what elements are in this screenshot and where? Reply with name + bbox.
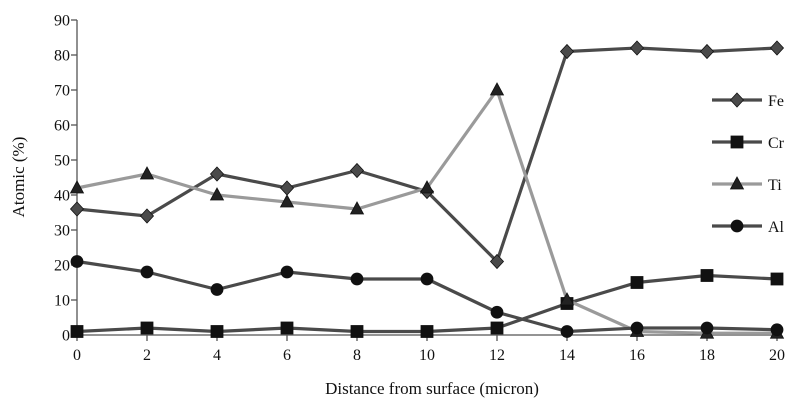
point-cr	[630, 276, 644, 289]
y-tick-label: 70	[54, 83, 70, 100]
legend-marker-fe	[729, 92, 745, 108]
legend-label-cr: Cr	[768, 135, 785, 152]
x-axis-title: Distance from surface (micron)	[325, 379, 539, 398]
point-cr	[70, 325, 84, 338]
point-fe	[699, 43, 715, 60]
y-tick-label: 60	[54, 118, 70, 135]
point-fe	[769, 40, 785, 56]
point-ti	[559, 292, 575, 306]
y-tick-label: 30	[54, 223, 70, 240]
legend-label-al: Al	[768, 219, 785, 236]
y-tick-label: 90	[54, 13, 70, 30]
y-axis-title: Atomic (%)	[9, 137, 28, 218]
legend-label-ti: Ti	[768, 177, 782, 194]
point-cr	[140, 321, 154, 335]
point-al	[770, 323, 784, 337]
point-fe	[139, 208, 155, 224]
x-tick-label: 6	[283, 347, 291, 364]
point-fe	[279, 180, 295, 196]
point-cr	[280, 321, 294, 335]
point-cr	[490, 321, 504, 335]
x-tick-label: 12	[489, 347, 505, 364]
axes: 0 10 20 30 40 50 60 70 80 90 0 2 4 6 8 10 12 14 16 18 20	[54, 13, 785, 365]
x-tick-label: 16	[629, 347, 645, 364]
point-ti	[139, 166, 155, 180]
y-tick-label: 0	[62, 328, 70, 345]
point-fe	[69, 201, 85, 217]
series-line-fe	[76, 46, 778, 264]
point-al	[210, 283, 224, 296]
point-al	[280, 265, 294, 279]
x-tick-label: 0	[73, 347, 81, 364]
point-fe	[489, 253, 505, 270]
point-ti	[69, 180, 85, 194]
legend: Fe Cr Ti Al	[712, 92, 785, 236]
point-ti	[209, 187, 225, 201]
point-fe	[349, 162, 365, 179]
x-tick-label: 18	[699, 347, 715, 364]
point-al	[140, 265, 154, 279]
point-al	[700, 321, 714, 335]
legend-marker-al	[730, 219, 744, 233]
legend-label-fe: Fe	[768, 93, 784, 110]
point-ti	[419, 180, 435, 194]
x-tick-label: 4	[213, 347, 221, 364]
x-tick-label: 14	[559, 347, 575, 364]
x-tick-label: 8	[353, 347, 361, 364]
point-al	[490, 305, 504, 319]
point-al	[420, 272, 434, 286]
point-al	[560, 325, 574, 338]
point-cr	[420, 325, 434, 338]
series-markers	[69, 40, 785, 339]
series-line-ti	[76, 88, 777, 335]
y-tick-label: 40	[54, 188, 70, 205]
point-cr	[700, 269, 714, 282]
y-tick-label: 20	[54, 258, 70, 275]
y-tick-label: 10	[54, 293, 70, 310]
point-fe	[559, 43, 575, 60]
point-fe	[209, 166, 225, 182]
point-ti	[279, 194, 295, 208]
point-fe	[629, 40, 645, 56]
y-tick-label: 50	[54, 153, 70, 170]
point-cr	[210, 325, 224, 338]
point-cr	[770, 272, 784, 286]
point-cr	[350, 325, 364, 338]
point-al	[70, 255, 84, 268]
series-line-al	[76, 259, 778, 334]
x-tick-label: 2	[143, 347, 151, 364]
x-tick-label: 20	[769, 347, 785, 364]
point-ti	[489, 82, 505, 96]
point-al	[630, 321, 644, 335]
x-tick-label: 10	[419, 347, 435, 364]
legend-marker-cr	[730, 135, 744, 149]
point-al	[350, 272, 364, 286]
point-ti	[349, 201, 365, 215]
y-tick-label: 80	[54, 48, 70, 65]
legend-marker-ti	[729, 176, 745, 190]
